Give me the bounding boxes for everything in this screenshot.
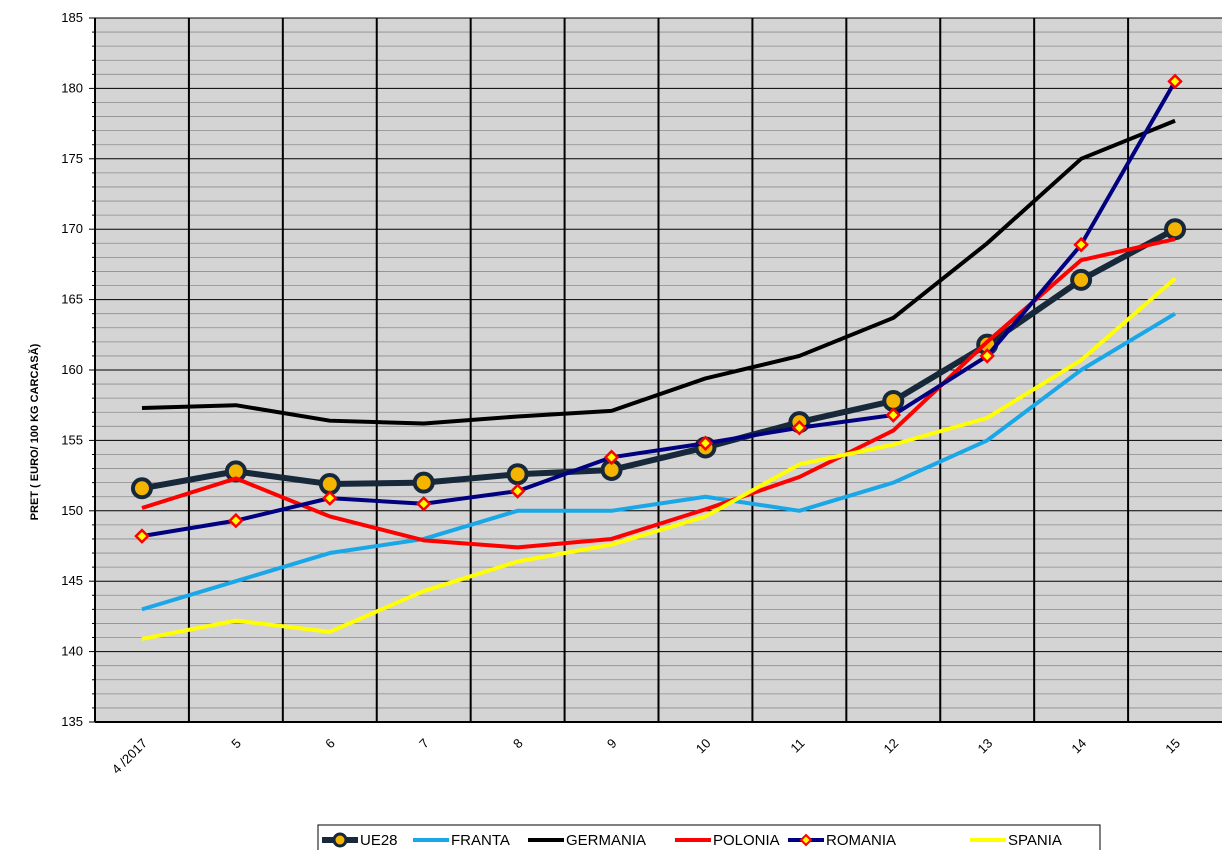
data-point-marker xyxy=(603,449,620,466)
legend-item-franta: FRANTA xyxy=(413,832,510,849)
series-line xyxy=(141,276,1177,641)
y-tick-label: 140 xyxy=(61,644,83,659)
data-point-marker xyxy=(1164,218,1187,241)
series-line xyxy=(141,311,1177,612)
y-tick-label: 175 xyxy=(61,151,83,166)
x-tick-label: 13 xyxy=(974,736,995,757)
y-tick-label: 135 xyxy=(61,714,83,729)
legend-item-germania: GERMANIA xyxy=(528,832,646,849)
legend: UE28 FRANTA GERMANIA POLONIA ROMANIA SPANIA xyxy=(317,824,1101,850)
axes xyxy=(89,17,1222,723)
data-point-marker xyxy=(412,471,435,494)
series-spania xyxy=(141,276,1177,641)
legend-item-romania: ROMANIA xyxy=(788,832,896,849)
x-tick-label: 12 xyxy=(881,736,902,757)
y-tick-label: 155 xyxy=(61,432,83,447)
series-line xyxy=(141,118,1176,426)
x-tick-label: 14 xyxy=(1068,736,1089,757)
data-point-marker xyxy=(791,419,808,436)
series-line xyxy=(141,237,1176,550)
series-layer xyxy=(130,73,1187,641)
y-tick-label: 180 xyxy=(61,80,83,95)
data-point-marker xyxy=(228,512,244,529)
legend-label: SPANIA xyxy=(1008,832,1062,849)
y-tick-label: 160 xyxy=(61,362,83,377)
data-point-marker xyxy=(1167,73,1183,90)
legend-label: ROMANIA xyxy=(826,832,896,849)
series-polonia xyxy=(141,237,1176,550)
y-tick-label: 170 xyxy=(61,221,83,236)
legend-label: GERMANIA xyxy=(566,832,646,849)
data-point-marker xyxy=(1073,236,1089,253)
data-point-marker xyxy=(697,435,714,451)
legend-item-polonia: POLONIA xyxy=(675,832,780,849)
y-axis-label: PRET ( EURO/ 100 KG CARCASĂ) xyxy=(28,343,41,520)
x-tick-label: 15 xyxy=(1162,736,1183,757)
data-point-marker xyxy=(130,477,153,500)
series-romania xyxy=(134,73,1183,544)
data-point-marker xyxy=(415,495,432,512)
x-tick-labels: 4 /2017 5 6 7 8 9 10 11 12 13 14 15 xyxy=(109,736,1183,777)
data-point-marker xyxy=(882,389,905,412)
x-tick-label: 9 xyxy=(604,736,620,752)
y-tick-label: 150 xyxy=(61,503,83,518)
data-point-marker xyxy=(318,473,341,496)
x-tick-label: 4 /2017 xyxy=(109,736,150,777)
y-tick-label: 185 xyxy=(61,10,83,25)
x-tick-label: 8 xyxy=(510,736,526,752)
legend-label: UE28 xyxy=(360,832,398,849)
x-tick-label: 6 xyxy=(322,736,338,752)
legend-item-spania: SPANIA xyxy=(970,832,1062,849)
y-tick-label: 165 xyxy=(61,292,83,307)
data-point-marker xyxy=(322,490,338,506)
data-point-marker xyxy=(509,483,526,499)
x-tick-label: 10 xyxy=(693,736,714,757)
y-tick-labels: 135 140 145 150 155 160 165 170 175 180 185 xyxy=(61,10,83,729)
series-line xyxy=(141,226,1177,492)
series-franta xyxy=(141,311,1177,612)
vertical-gridlines xyxy=(187,18,1130,722)
data-point-marker xyxy=(979,348,995,364)
data-point-marker xyxy=(506,463,529,486)
data-point-marker xyxy=(885,407,902,423)
legend-label: FRANTA xyxy=(451,832,510,849)
x-tick-label: 7 xyxy=(416,736,432,752)
series-germania xyxy=(141,118,1176,426)
legend-marker xyxy=(799,833,813,847)
x-tick-label: 11 xyxy=(787,736,807,756)
legend-box xyxy=(317,824,1101,850)
legend-marker xyxy=(332,832,348,848)
legend-label: POLONIA xyxy=(713,832,780,849)
data-point-marker xyxy=(134,528,150,544)
x-tick-label: 5 xyxy=(228,736,244,752)
data-point-marker xyxy=(1070,268,1093,291)
series-line xyxy=(141,80,1177,539)
y-tick-label: 145 xyxy=(61,573,83,588)
legend-item-ue28: UE28 xyxy=(322,832,398,849)
